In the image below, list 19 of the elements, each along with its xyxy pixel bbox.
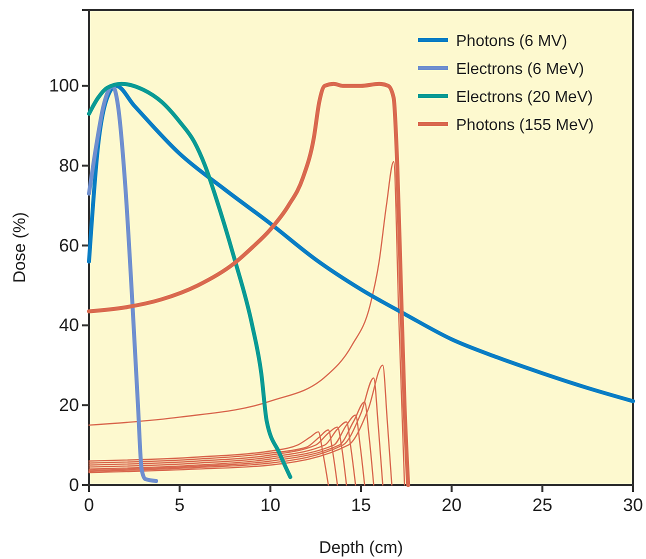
x-tick-label: 20	[442, 495, 462, 516]
y-tick-label: 60	[58, 235, 79, 256]
y-tick-label: 100	[48, 76, 79, 96]
legend-label: Photons (6 MV)	[456, 33, 568, 50]
x-axis-title: Depth (cm)	[318, 538, 404, 557]
x-tick-label: 30	[622, 495, 644, 516]
legend-label: Photons (155 MeV)	[456, 117, 594, 134]
x-tick-label: 0	[84, 495, 94, 516]
x-tick-label: 25	[532, 495, 552, 516]
y-tick-label: 80	[58, 155, 79, 176]
y-axis-title: Dose (%)	[10, 212, 29, 283]
x-tick-label: 5	[174, 495, 185, 516]
legend-label: Electrons (20 MeV)	[456, 89, 593, 106]
legend-label: Electrons (6 MeV)	[456, 61, 584, 78]
y-tick-label: 40	[58, 315, 79, 336]
y-tick-label: 0	[68, 474, 79, 495]
x-tick-label: 15	[350, 495, 372, 516]
y-tick-label: 20	[58, 394, 79, 415]
x-tick-label: 10	[260, 495, 280, 516]
